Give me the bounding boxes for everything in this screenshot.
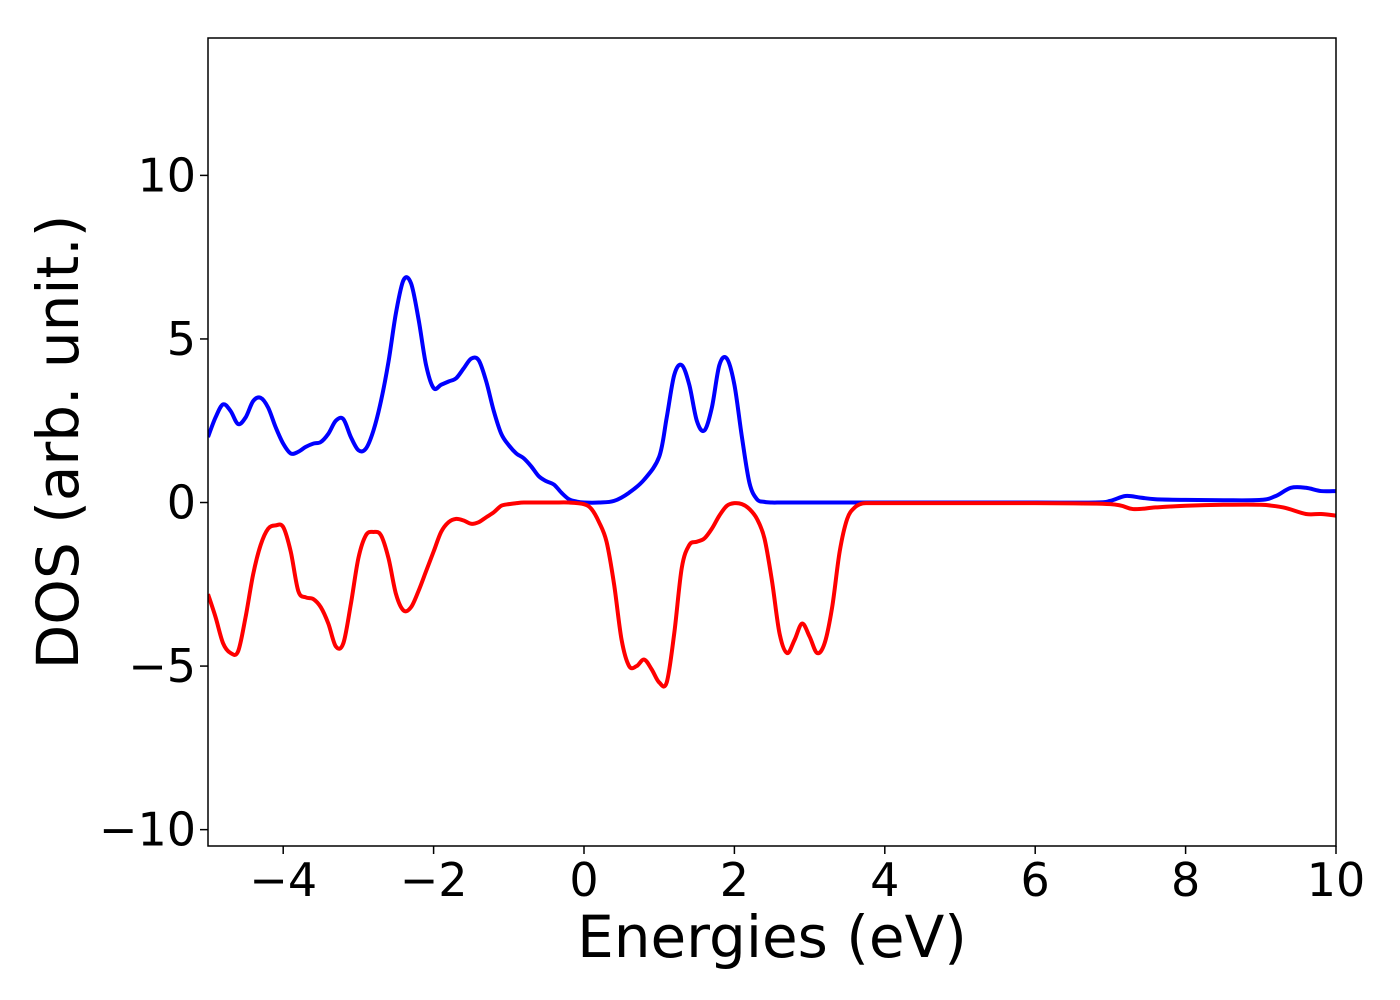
x-tick-label: −4 [249,853,317,907]
x-axis-label: Energies (eV) [577,903,967,971]
y-tick-label: 5 [167,312,196,366]
y-tick-label: 10 [137,148,196,202]
x-tick-label: 10 [1307,853,1366,907]
x-tick-label: 0 [569,853,598,907]
y-axis: −10 −5 0 5 10 [99,148,208,857]
y-axis-label: DOS (arb. unit.) [24,215,92,670]
x-axis: −4 −2 0 2 4 6 8 10 [249,846,1365,907]
series-line-2 [208,500,1336,689]
y-tick-label: 0 [167,476,196,530]
x-tick-label: 8 [1171,853,1200,907]
y-tick-label: −10 [99,803,196,857]
x-tick-label: 6 [1021,853,1050,907]
series-layer [208,275,1336,689]
x-tick-label: 4 [870,853,899,907]
x-tick-label: 2 [720,853,749,907]
x-tick-label: −2 [400,853,468,907]
y-tick-label: −5 [128,639,196,693]
plot-frame [207,37,1337,847]
